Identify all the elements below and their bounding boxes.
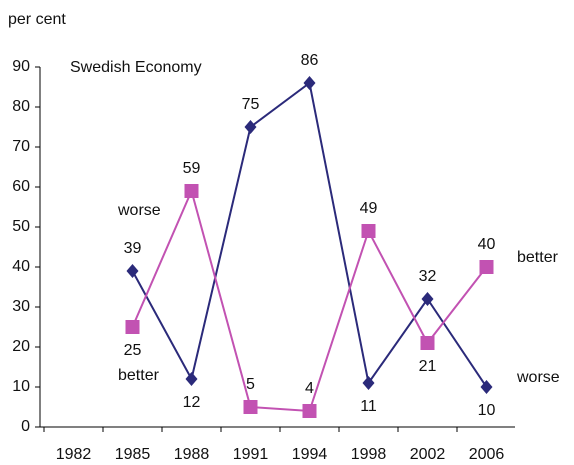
y-tick-label: 70 <box>12 138 30 155</box>
y-axis-label: per cent <box>8 11 66 28</box>
data-label: 49 <box>360 200 378 217</box>
marker <box>303 76 316 90</box>
x-tick-label: 1991 <box>233 446 269 463</box>
series-label: better <box>118 367 160 384</box>
marker <box>244 120 257 134</box>
series-label: worse <box>117 202 161 219</box>
data-label: 39 <box>124 240 142 257</box>
x-tick-label: 2002 <box>410 446 446 463</box>
legend-label: better <box>517 249 559 266</box>
marker <box>185 372 198 386</box>
data-label: 32 <box>419 268 437 285</box>
marker <box>479 260 494 274</box>
y-tick-label: 10 <box>12 378 30 395</box>
marker <box>362 376 375 390</box>
y-tick-label: 60 <box>12 178 30 195</box>
data-label: 12 <box>183 394 201 411</box>
series-line <box>131 187 488 413</box>
data-label: 75 <box>242 96 260 113</box>
y-tick-label: 90 <box>12 58 30 75</box>
chart-title: Swedish Economy <box>70 59 202 76</box>
data-label: 4 <box>305 380 314 397</box>
x-tick-label: 1988 <box>174 446 210 463</box>
y-tick-label: 40 <box>12 258 30 275</box>
marker <box>243 400 258 414</box>
marker <box>125 320 140 334</box>
legend-label: worse <box>516 369 560 386</box>
marker <box>184 184 199 198</box>
data-label: 59 <box>183 160 201 177</box>
data-label: 10 <box>478 402 496 419</box>
marker <box>361 224 376 238</box>
marker <box>421 292 434 306</box>
data-label: 86 <box>301 52 319 69</box>
y-tick-label: 20 <box>12 338 30 355</box>
x-tick-label: 1994 <box>292 446 328 463</box>
x-tick-label: 1985 <box>115 446 151 463</box>
marker <box>302 404 317 418</box>
y-tick-label: 50 <box>12 218 30 235</box>
data-label: 25 <box>124 342 142 359</box>
x-tick-label: 2006 <box>469 446 505 463</box>
y-tick-label: 80 <box>12 98 30 115</box>
data-label: 5 <box>246 376 255 393</box>
marker <box>420 336 435 350</box>
data-label: 11 <box>360 398 377 415</box>
data-label: 40 <box>478 236 496 253</box>
marker <box>480 380 493 394</box>
x-tick-label: 1998 <box>351 446 387 463</box>
y-tick-label: 0 <box>21 418 30 435</box>
data-label: 21 <box>419 358 437 375</box>
marker <box>126 264 139 278</box>
y-tick-label: 30 <box>12 298 30 315</box>
x-tick-label: 1982 <box>56 446 92 463</box>
